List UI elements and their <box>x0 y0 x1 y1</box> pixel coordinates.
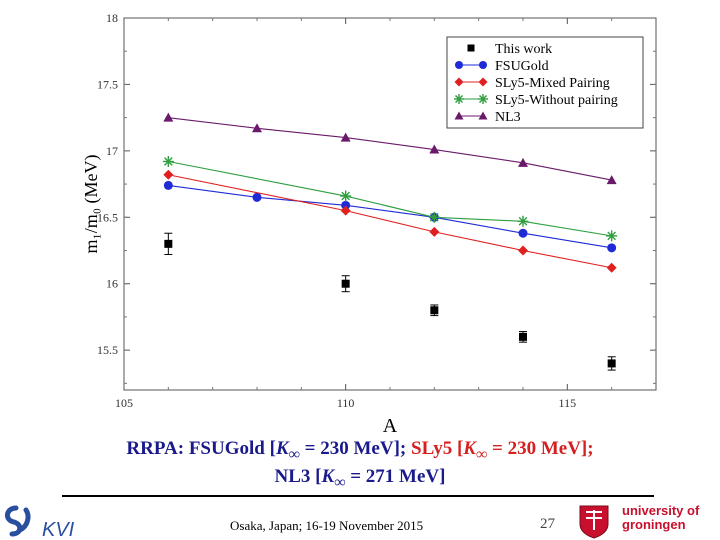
rug-crest-icon <box>579 505 609 539</box>
legend-marker-sly5-mixed-pairing <box>478 77 488 87</box>
x-tick-label: 115 <box>559 396 577 410</box>
rug-logo-text: university of groningen <box>622 504 699 532</box>
data-point-nl3 <box>340 132 351 142</box>
legend-marker-fsugold <box>455 61 463 69</box>
series-line-sly5-without-pairing <box>168 160 612 237</box>
legend-label-nl3: NL3 <box>495 110 521 125</box>
y-tick-label: 16 <box>106 277 118 291</box>
conference-footer: Osaka, Japan; 16-19 November 2015 <box>230 518 424 533</box>
y-axis-label: m₁/m₀ (MeV) <box>81 154 102 253</box>
data-point-nl3 <box>518 157 528 167</box>
footer-divider <box>62 495 654 497</box>
y-tick-label: 16.5 <box>97 210 118 224</box>
rug-line-2: groningen <box>622 517 686 532</box>
legend-marker-this-work <box>467 44 475 52</box>
series-line-fsugold <box>168 184 612 249</box>
data-point-nl3 <box>252 123 262 133</box>
data-point-nl3 <box>429 144 440 154</box>
caption-sly5: SLy5 [K∞ = 230 MeV]; <box>411 438 594 463</box>
caption-fsugold: RRPA: FSUGold [K∞ = 230 MeV]; <box>126 438 411 463</box>
legend-label-fsugold: FSUGold <box>495 59 549 74</box>
data-point-fsugold <box>252 192 262 202</box>
y-tick-label: 18 <box>106 11 118 25</box>
data-point-sly5-mixed-pairing <box>518 245 528 256</box>
y-tick-label: 17 <box>106 144 118 158</box>
series-line-nl3 <box>168 117 612 181</box>
data-point-fsugold <box>607 243 617 253</box>
legend-label-this-work: This work <box>495 42 552 57</box>
legend-marker-sly5-without-pairing <box>454 94 464 104</box>
caption-line-2: NL3 [K∞ = 271 MeV] <box>0 466 720 492</box>
legend-marker-sly5-without-pairing <box>478 94 488 104</box>
y-tick-label: 15.5 <box>97 343 118 357</box>
legend-label-sly5-without-pairing: SLy5-Without pairing <box>495 93 618 108</box>
x-tick-label: 105 <box>115 396 133 410</box>
x-tick-label: 110 <box>337 396 355 410</box>
data-point-sly5-mixed-pairing <box>606 262 617 273</box>
rug-line-1: university of <box>622 503 700 518</box>
kvi-logo: KVI <box>5 505 75 540</box>
data-point-nl3 <box>606 175 617 185</box>
data-point-fsugold <box>341 200 351 210</box>
data-point-this-work <box>607 359 616 368</box>
series-line-sly5-mixed-pairing <box>168 174 612 269</box>
data-point-sly5-mixed-pairing <box>163 169 174 180</box>
page-number: 27 <box>540 516 555 532</box>
data-point-this-work <box>341 279 350 288</box>
data-point-sly5-without-pairing <box>428 211 440 223</box>
x-axis-label: A <box>383 415 398 437</box>
caption-nl3: NL3 [K∞ = 271 MeV] <box>274 466 446 491</box>
legend-label-sly5-mixed-pairing: SLy5-Mixed Pairing <box>495 76 610 91</box>
data-point-sly5-without-pairing <box>606 230 618 242</box>
legend-marker-sly5-mixed-pairing <box>454 77 464 87</box>
kvi-logo-text: KVI <box>42 519 75 540</box>
legend-marker-nl3 <box>478 111 488 120</box>
data-point-sly5-mixed-pairing <box>429 226 440 237</box>
data-point-this-work <box>519 332 527 341</box>
data-point-fsugold <box>518 228 528 238</box>
y-tick-label: 17.5 <box>97 77 118 91</box>
data-point-nl3 <box>163 112 174 122</box>
data-point-this-work <box>430 306 439 315</box>
kvi-swirl-icon <box>5 505 31 537</box>
legend-marker-fsugold <box>479 61 487 69</box>
data-point-sly5-without-pairing <box>340 190 352 202</box>
data-point-fsugold <box>163 180 173 190</box>
data-point-sly5-without-pairing <box>162 155 174 167</box>
legend-marker-nl3 <box>454 111 464 120</box>
data-point-this-work <box>164 239 173 248</box>
data-point-sly5-mixed-pairing <box>340 205 351 216</box>
data-point-sly5-without-pairing <box>517 215 529 227</box>
caption-line-1: RRPA: FSUGold [K∞ = 230 MeV]; SLy5 [K∞ =… <box>0 438 720 464</box>
